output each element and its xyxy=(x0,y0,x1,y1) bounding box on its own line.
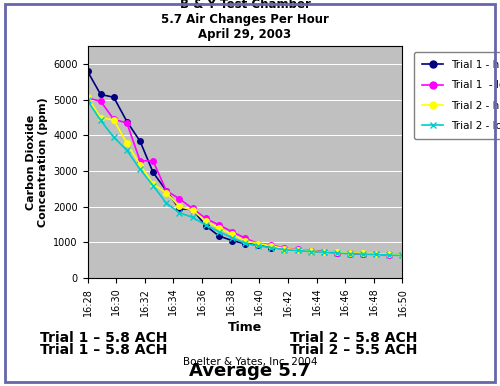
Text: Average 5.7: Average 5.7 xyxy=(190,362,310,380)
X-axis label: Time: Time xyxy=(228,321,262,334)
Text: Trial 2 – 5.5 ACH: Trial 2 – 5.5 ACH xyxy=(290,344,418,357)
Text: Trial 2 – 5.8 ACH: Trial 2 – 5.8 ACH xyxy=(290,331,418,345)
Text: Trial 1 – 5.8 ACH: Trial 1 – 5.8 ACH xyxy=(40,344,168,357)
Legend: Trial 1 - high, Trial 1  - low, Trial 2 - high, Trial 2 - low: Trial 1 - high, Trial 1 - low, Trial 2 -… xyxy=(414,51,500,139)
Y-axis label: Carbon Dioxide
Concentration (ppm): Carbon Dioxide Concentration (ppm) xyxy=(26,97,48,227)
Text: Trial 1 – 5.8 ACH: Trial 1 – 5.8 ACH xyxy=(40,331,168,345)
Text: Boelter & Yates, Inc. 2004: Boelter & Yates, Inc. 2004 xyxy=(183,357,318,367)
Title: Carbon Dioxide Concentration (ppm) vs Time
B & Y Test Chamber
5.7 Air Changes Pe: Carbon Dioxide Concentration (ppm) vs Ti… xyxy=(96,0,394,41)
